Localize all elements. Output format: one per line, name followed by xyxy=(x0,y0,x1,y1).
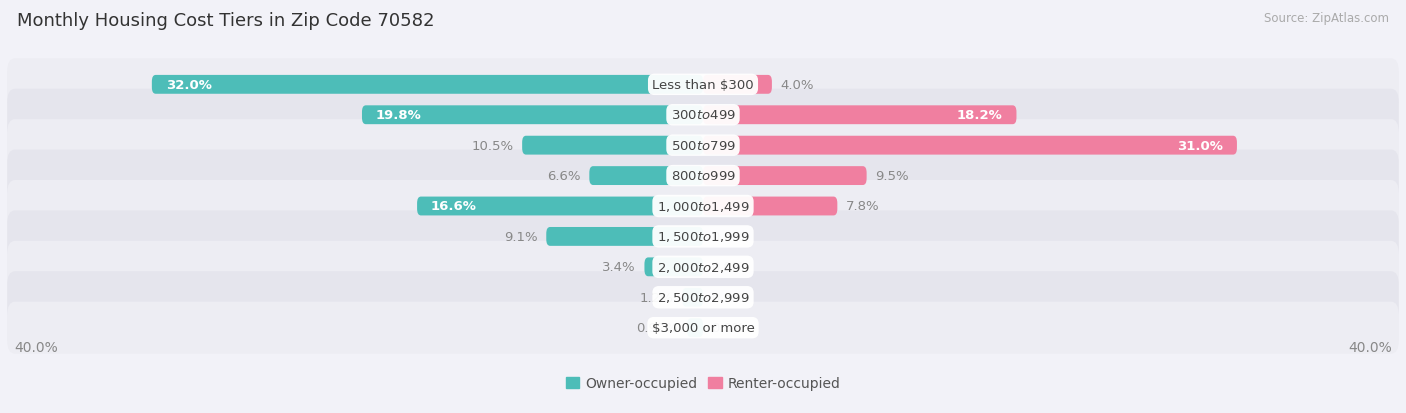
FancyBboxPatch shape xyxy=(7,59,1399,111)
Text: 9.1%: 9.1% xyxy=(503,230,537,243)
FancyBboxPatch shape xyxy=(7,90,1399,141)
Text: 32.0%: 32.0% xyxy=(166,78,211,92)
FancyBboxPatch shape xyxy=(418,197,703,216)
FancyBboxPatch shape xyxy=(7,150,1399,202)
Text: 0.92%: 0.92% xyxy=(637,321,679,335)
FancyBboxPatch shape xyxy=(703,106,1017,125)
Text: 3.4%: 3.4% xyxy=(602,261,636,274)
Text: 0.0%: 0.0% xyxy=(711,291,745,304)
Text: 0.0%: 0.0% xyxy=(711,261,745,274)
Text: 19.8%: 19.8% xyxy=(375,109,422,122)
Text: $1,500 to $1,999: $1,500 to $1,999 xyxy=(657,230,749,244)
FancyBboxPatch shape xyxy=(7,211,1399,263)
Text: 18.2%: 18.2% xyxy=(957,109,1002,122)
FancyBboxPatch shape xyxy=(703,76,772,95)
FancyBboxPatch shape xyxy=(703,136,1237,155)
Text: 10.5%: 10.5% xyxy=(471,139,513,152)
Text: Monthly Housing Cost Tiers in Zip Code 70582: Monthly Housing Cost Tiers in Zip Code 7… xyxy=(17,12,434,30)
Text: 40.0%: 40.0% xyxy=(14,341,58,355)
FancyBboxPatch shape xyxy=(7,180,1399,233)
Text: $2,500 to $2,999: $2,500 to $2,999 xyxy=(657,290,749,304)
FancyBboxPatch shape xyxy=(703,197,838,216)
Text: 0.0%: 0.0% xyxy=(711,230,745,243)
Legend: Owner-occupied, Renter-occupied: Owner-occupied, Renter-occupied xyxy=(560,371,846,396)
Text: 40.0%: 40.0% xyxy=(1348,341,1392,355)
FancyBboxPatch shape xyxy=(703,167,866,185)
Text: $3,000 or more: $3,000 or more xyxy=(651,321,755,335)
FancyBboxPatch shape xyxy=(361,106,703,125)
FancyBboxPatch shape xyxy=(589,167,703,185)
Text: 7.8%: 7.8% xyxy=(846,200,880,213)
FancyBboxPatch shape xyxy=(7,272,1399,323)
FancyBboxPatch shape xyxy=(522,136,703,155)
Text: $2,000 to $2,499: $2,000 to $2,499 xyxy=(657,260,749,274)
Text: $300 to $499: $300 to $499 xyxy=(671,109,735,122)
Text: 6.6%: 6.6% xyxy=(547,170,581,183)
FancyBboxPatch shape xyxy=(7,241,1399,293)
FancyBboxPatch shape xyxy=(152,76,703,95)
FancyBboxPatch shape xyxy=(644,258,703,277)
FancyBboxPatch shape xyxy=(547,228,703,246)
Text: 0.0%: 0.0% xyxy=(711,321,745,335)
FancyBboxPatch shape xyxy=(688,318,703,337)
Text: 9.5%: 9.5% xyxy=(875,170,908,183)
Text: $1,000 to $1,499: $1,000 to $1,499 xyxy=(657,199,749,214)
FancyBboxPatch shape xyxy=(7,120,1399,172)
FancyBboxPatch shape xyxy=(7,302,1399,354)
Text: 31.0%: 31.0% xyxy=(1177,139,1223,152)
Text: $500 to $799: $500 to $799 xyxy=(671,139,735,152)
Text: 4.0%: 4.0% xyxy=(780,78,814,92)
Text: Less than $300: Less than $300 xyxy=(652,78,754,92)
Text: Source: ZipAtlas.com: Source: ZipAtlas.com xyxy=(1264,12,1389,25)
FancyBboxPatch shape xyxy=(682,288,703,307)
Text: 1.2%: 1.2% xyxy=(640,291,673,304)
Text: 16.6%: 16.6% xyxy=(430,200,477,213)
Text: $800 to $999: $800 to $999 xyxy=(671,170,735,183)
